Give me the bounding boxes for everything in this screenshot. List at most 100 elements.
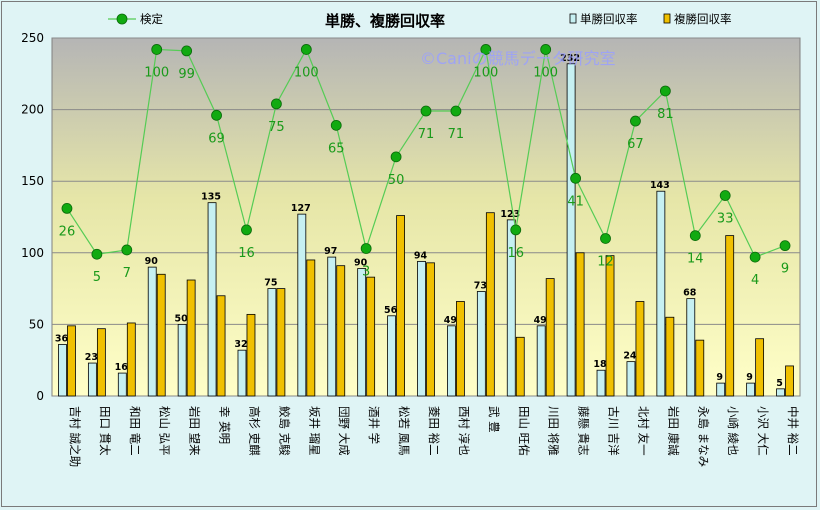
kentei-value-label: 99 (178, 67, 195, 82)
fukusho-bar (396, 215, 405, 397)
x-category-label: 鮫島 克駿 (277, 406, 291, 456)
y-tick-label: 200 (21, 103, 44, 117)
tansho-bar (506, 219, 516, 397)
tansho-bar (147, 266, 157, 397)
fukusho-bar (665, 316, 675, 397)
fukusho-bar (635, 301, 645, 397)
tansho-value-label: 68 (683, 288, 697, 299)
tansho-bar (327, 256, 337, 397)
kentei-point (61, 203, 73, 214)
fukusho-bar (695, 339, 705, 397)
x-category-label: 川田 将雅 (547, 406, 561, 456)
x-category-label: 中井 裕二 (786, 406, 800, 456)
y-axis: 0 50 100 150 200 250 (21, 31, 44, 403)
tansho-value-label: 49 (444, 315, 457, 326)
x-category-label: 幸 英明 (218, 406, 232, 444)
tansho-value-label: 94 (414, 250, 428, 261)
tansho-value-label: 143 (650, 180, 670, 191)
fukusho-bar (67, 325, 76, 397)
tansho-value-label: 73 (474, 280, 487, 291)
bars: 3623169050135327512797905694497312349232… (55, 53, 794, 397)
x-category-label: 和田 竜二 (128, 406, 142, 456)
kentei-value-label: 26 (59, 224, 76, 239)
kentei-point (659, 85, 671, 97)
legend-kentei: 検定 (140, 12, 163, 26)
tansho-bar (267, 288, 277, 397)
tansho-bar (87, 362, 97, 397)
tansho-bar (447, 325, 456, 397)
kentei-point (540, 44, 552, 55)
kentei-value-label: 100 (144, 65, 169, 80)
chart-title: 単勝、複勝回収率 (325, 12, 445, 30)
tansho-bar (686, 298, 696, 397)
fukusho-bar (276, 288, 286, 397)
kentei-point (121, 244, 133, 256)
tansho-value-label: 50 (175, 313, 189, 324)
tansho-bar (387, 315, 396, 397)
kentei-value-label: 75 (268, 120, 285, 135)
kentei-value-label: 12 (597, 254, 614, 269)
tansho-bar (716, 382, 726, 397)
watermark: ©Caniの競馬データ研究室 (420, 49, 616, 68)
kentei-point (330, 119, 342, 131)
tansho-bar (656, 190, 666, 397)
x-axis: 吉村 誠之助 田口 貫太 和田 竜二 松山 弘平 岩田 望来 幸 英明 高杉 吏麒 鮫島 克駿… (68, 406, 800, 467)
fukusho-bar (246, 313, 256, 397)
fukusho-bar (156, 273, 166, 397)
legend-tansho: 単勝回収率 (580, 12, 638, 26)
kentei-value-label: 3 (362, 265, 370, 280)
kentei-value-label: 100 (473, 65, 498, 80)
y-tick-label: 150 (21, 174, 44, 188)
tansho-bar (207, 202, 217, 397)
tansho-bar (566, 63, 576, 397)
tansho-bar (58, 344, 67, 397)
kentei-point (181, 45, 193, 57)
tansho-value-label: 23 (85, 352, 98, 363)
x-category-label: 松山 弘平 (158, 406, 172, 456)
kentei-point (689, 230, 701, 242)
tansho-bar (297, 213, 307, 397)
y-tick-label: 0 (36, 389, 44, 403)
x-category-label: 酒井 学 (367, 406, 381, 444)
kentei-value-label: 14 (687, 252, 704, 267)
x-category-label: 菱田 裕二 (427, 406, 441, 456)
kentei-value-label: 7 (123, 266, 131, 281)
kentei-point (420, 105, 432, 117)
x-category-label: 小沢 大仁 (756, 406, 770, 456)
kentei-value-label: 69 (208, 131, 225, 146)
kentei-point (151, 44, 163, 55)
x-category-label: 小崎 綾也 (726, 406, 740, 456)
tansho-value-label: 5 (776, 378, 783, 389)
x-category-label: 永島 まなみ (696, 406, 710, 467)
legend-tansho-swatch (569, 13, 577, 24)
fukusho-bar (306, 259, 316, 397)
x-category-label: 松若 風馬 (397, 406, 411, 456)
kentei-value-label: 5 (93, 270, 101, 285)
tansho-value-label: 49 (534, 315, 547, 326)
fukusho-bar (545, 278, 555, 397)
kentei-value-label: 67 (627, 137, 644, 152)
kentei-point (300, 44, 312, 55)
fukusho-bar (575, 252, 585, 397)
kentei-value-label: 71 (418, 127, 435, 142)
kentei-point (390, 151, 402, 163)
fukusho-bar (126, 322, 136, 397)
kentei-point (211, 109, 222, 121)
kentei-point (241, 224, 252, 236)
tansho-value-label: 9 (716, 372, 723, 383)
y-tick-label: 50 (29, 317, 44, 331)
x-category-label: 田山 旺佑 (517, 406, 531, 456)
tansho-value-label: 127 (291, 203, 311, 214)
kentei-point (779, 240, 791, 252)
fukusho-bar (366, 276, 376, 397)
legend-fukusho: 複勝回収率 (674, 12, 732, 26)
legend-fukusho-swatch (663, 13, 671, 24)
tansho-value-label: 24 (623, 351, 637, 362)
kentei-point (360, 243, 372, 254)
tansho-value-label: 16 (115, 362, 129, 373)
y-tick-label: 100 (21, 246, 44, 260)
tansho-value-label: 56 (384, 305, 398, 316)
kentei-value-label: 4 (751, 273, 759, 288)
x-category-label: 高杉 吏麒 (247, 406, 261, 456)
